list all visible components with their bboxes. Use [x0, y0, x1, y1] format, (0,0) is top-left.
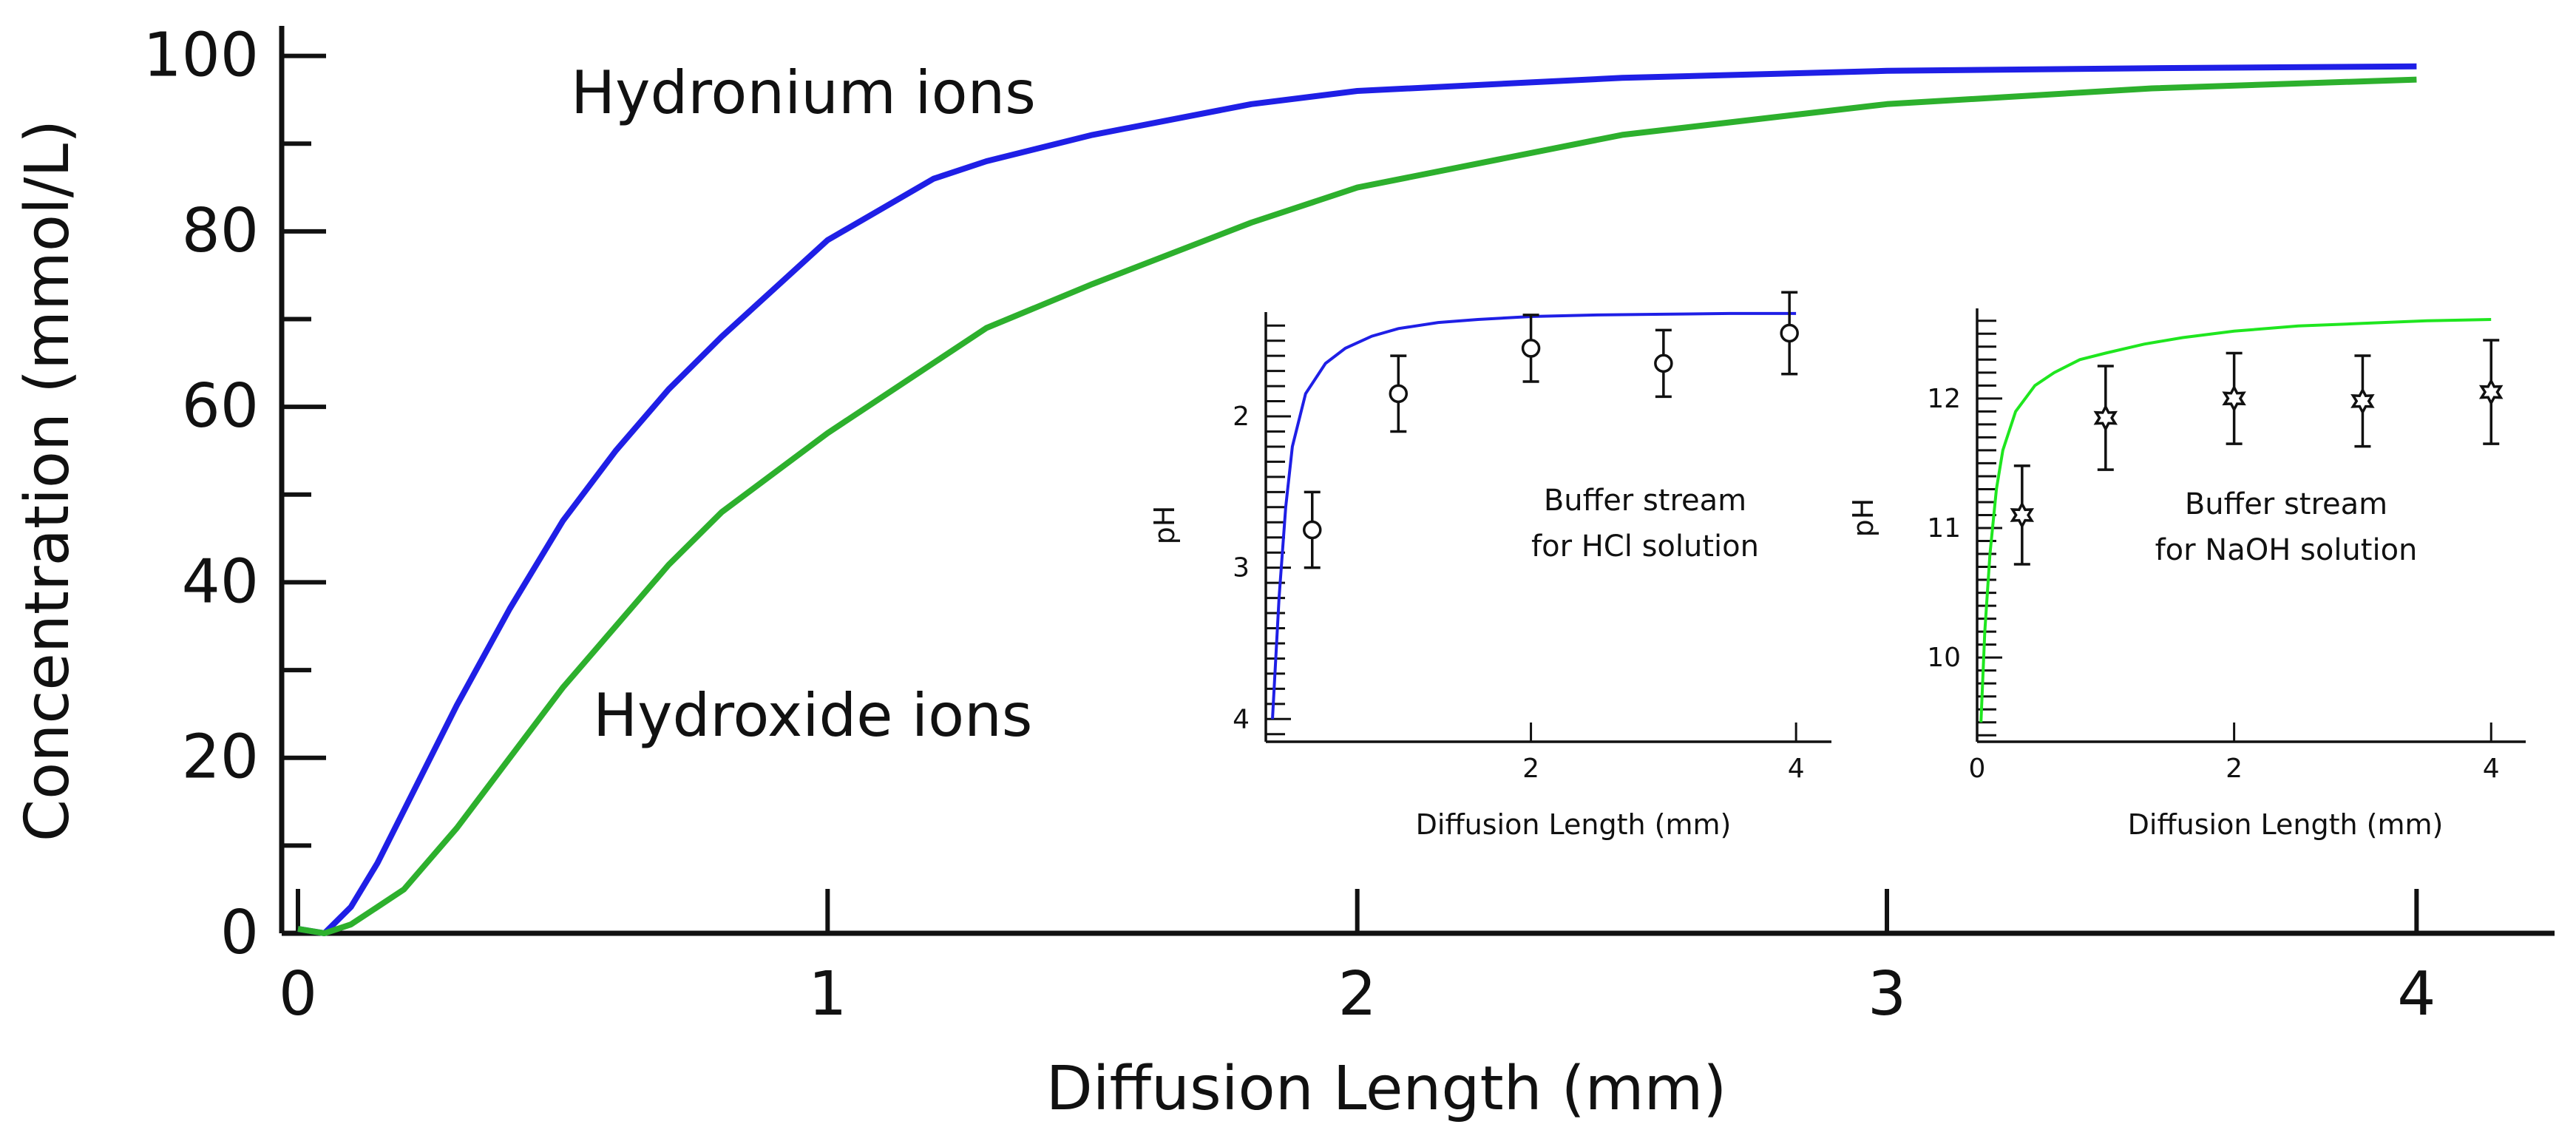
inset-data-point: [2350, 387, 2375, 416]
inset-data-point: [2478, 378, 2504, 406]
inset-model-curve: [1979, 318, 2492, 723]
inset-annotation-line1: Buffer stream: [2185, 487, 2387, 521]
x-tick-label: 2: [1338, 959, 1377, 1029]
inset-y-tick-label: 4: [1233, 704, 1250, 734]
inset-y-tick-label: 3: [1233, 553, 1250, 583]
y-axis-label: Concentration (mmol/L): [13, 120, 83, 842]
x-axis-label: Diffusion Length (mm): [1046, 1054, 1727, 1124]
y-tick-label: 80: [182, 196, 259, 266]
inset-plot-hcl: 2 3 4 2 4 Diffusion Length (mm) pH Buffer strea…: [1148, 291, 1831, 841]
inset-data-point: [1654, 353, 1673, 373]
inset-annotation-line1: Buffer stream: [1544, 484, 1746, 518]
inset-data-point: [1521, 339, 1541, 358]
inset-x-axis-label: Diffusion Length (mm): [1416, 808, 1732, 841]
x-tick-label: 4: [2397, 959, 2436, 1029]
inset-x-tick-label: 4: [2483, 754, 2500, 784]
inset-data-point: [2093, 404, 2118, 432]
x-tick-label: 1: [808, 959, 847, 1029]
inset-data-point: [2010, 501, 2035, 529]
inset-data-point: [1303, 520, 1322, 540]
y-tick-label: 100: [143, 21, 259, 91]
inset-y-axis-label: pH: [1148, 506, 1181, 545]
y-tick-label: 40: [182, 547, 259, 617]
hydroxide-annotation: Hydroxide ions: [593, 681, 1032, 750]
inset-y-axis-label: pH: [1847, 498, 1880, 538]
inset-y-tick-label: 2: [1233, 402, 1250, 432]
inset-x-tick-label: 2: [1522, 754, 1539, 784]
inset-y-tick-label: 11: [1927, 513, 1961, 544]
inset-annotation-line2: for NaOH solution: [2155, 533, 2418, 567]
inset-data-point: [1780, 323, 1799, 343]
inset-model-curve: [1271, 311, 1797, 720]
x-tick-label: 0: [279, 959, 317, 1029]
inset-annotation-line2: for HCl solution: [1531, 529, 1759, 564]
hydronium-annotation: Hydronium ions: [571, 58, 1036, 127]
inset-x-tick-label: 0: [1969, 754, 1986, 784]
x-tick-label: 3: [1868, 959, 1906, 1029]
y-tick-label: 20: [182, 723, 259, 793]
inset-x-axis-label: Diffusion Length (mm): [2128, 808, 2444, 841]
inset-y-tick-label: 12: [1927, 384, 1961, 414]
hydroxide-series-line: [297, 76, 2417, 936]
y-tick-label: 60: [182, 371, 259, 441]
inset-plot-naoh: 10 11 12 0 2 4 Diffusion Length (mm) pH Buffer s…: [1847, 308, 2526, 841]
inset-x-tick-label: 4: [1788, 754, 1805, 784]
hydronium-series-line: [297, 63, 2417, 936]
inset-y-tick-label: 10: [1927, 643, 1961, 673]
inset-data-point: [2222, 385, 2246, 413]
inset-data-point: [1389, 384, 1409, 404]
y-tick-label: 0: [220, 898, 259, 968]
inset-x-tick-label: 2: [2226, 754, 2243, 784]
